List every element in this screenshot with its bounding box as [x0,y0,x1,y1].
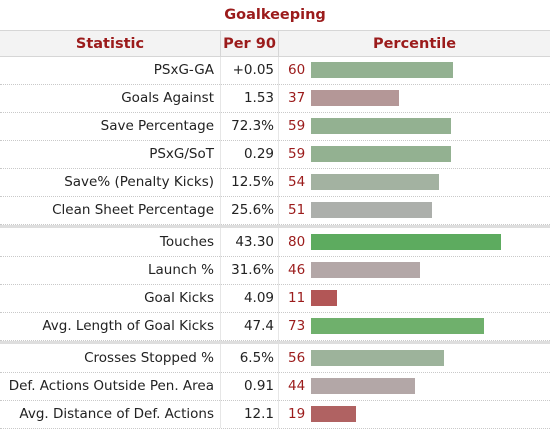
per90-value: 1.53 [243,90,274,106]
stat-name[interactable]: Def. Actions Outside Pen. Area [8,378,214,394]
percentile-value: 80 [288,234,306,250]
percentile-bar [311,318,484,334]
header-per90[interactable]: Per 90 [220,30,278,57]
column-divider [220,57,221,428]
percentile-value: 44 [288,378,306,394]
header-percentile[interactable]: Percentile [278,30,550,57]
percentile-value: 73 [288,318,306,334]
stat-name[interactable]: Save Percentage [100,118,214,134]
percentile-bar [311,406,356,422]
per90-value: 0.29 [243,146,274,162]
percentile-value: 51 [288,202,306,218]
percentile-value: 59 [288,118,306,134]
stat-name[interactable]: Crosses Stopped % [84,350,214,366]
percentile-bar [311,290,337,306]
table-row: Save% (Penalty Kicks) 12.5% 54 [0,169,550,197]
per90-value: 0.91 [243,378,274,394]
percentile-bar [311,62,453,78]
per90-value: 12.1 [243,406,274,422]
table-row: Def. Actions Outside Pen. Area 0.91 44 [0,373,550,401]
percentile-bar [311,90,399,106]
per90-value: 72.3% [231,118,274,134]
table-row: Launch % 31.6% 46 [0,257,550,285]
percentile-value: 37 [288,90,306,106]
table-row: Avg. Length of Goal Kicks 47.4 73 [0,313,550,341]
per90-value: 6.5% [239,350,274,366]
stat-name[interactable]: Launch % [147,262,214,278]
stat-name[interactable]: Avg. Length of Goal Kicks [42,318,214,334]
table-row: Crosses Stopped % 6.5% 56 [0,345,550,373]
percentile-value: 54 [288,174,306,190]
percentile-value: 46 [288,262,306,278]
stat-name[interactable]: PSxG-GA [153,62,214,78]
table-row: Goals Against 1.53 37 [0,85,550,113]
stat-name[interactable]: Touches [159,234,214,250]
percentile-bar [311,174,439,190]
percentile-value: 56 [288,350,306,366]
percentile-bar [311,262,420,278]
table-caption: Goalkeeping [224,7,326,23]
stat-name[interactable]: Goals Against [121,90,214,106]
stat-name[interactable]: Clean Sheet Percentage [52,202,214,218]
percentile-value: 11 [288,290,306,306]
per90-value: 12.5% [231,174,274,190]
percentile-bar [311,202,432,218]
per90-value: 31.6% [231,262,274,278]
group-separator [0,341,550,344]
per90-value: 43.30 [235,234,274,250]
stat-name[interactable]: Goal Kicks [144,290,214,306]
table-row: Save Percentage 72.3% 59 [0,113,550,141]
per90-value: 4.09 [243,290,274,306]
table-row: PSxG-GA +0.05 60 [0,57,550,85]
per90-value: 25.6% [231,202,274,218]
percentile-bar [311,234,501,250]
percentile-value: 59 [288,146,306,162]
percentile-value: 60 [288,62,306,78]
table-row: Touches 43.30 80 [0,229,550,257]
table-row: Clean Sheet Percentage 25.6% 51 [0,197,550,225]
table-row: Avg. Distance of Def. Actions 12.1 19 [0,401,550,429]
per90-value: 47.4 [243,318,274,334]
table-row: Goal Kicks 4.09 11 [0,285,550,313]
group-separator [0,225,550,228]
stat-name[interactable]: Save% (Penalty Kicks) [64,174,214,190]
table-row: PSxG/SoT 0.29 59 [0,141,550,169]
percentile-bar [311,118,451,134]
column-divider [278,57,279,428]
percentile-value: 19 [288,406,306,422]
percentile-bar [311,350,444,366]
stat-name[interactable]: Avg. Distance of Def. Actions [19,406,214,422]
percentile-bar [311,378,415,394]
percentile-bar [311,146,451,162]
stat-name[interactable]: PSxG/SoT [149,146,214,162]
header-statistic[interactable]: Statistic [0,30,220,57]
per90-value: +0.05 [232,62,274,78]
